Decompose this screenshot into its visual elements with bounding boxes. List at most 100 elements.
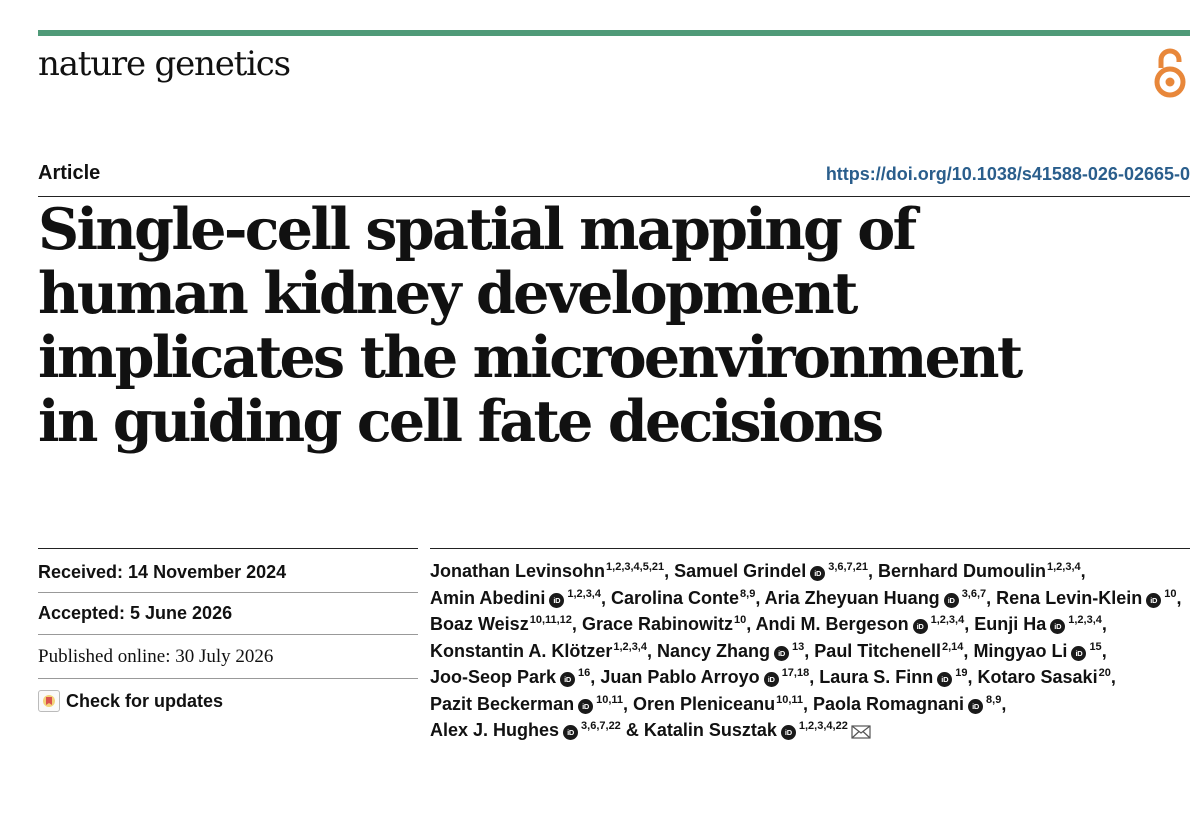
open-access-icon (1154, 48, 1186, 98)
check-updates-label: Check for updates (66, 690, 224, 711)
affiliation-numbers[interactable]: 19 (955, 667, 968, 679)
affiliation-numbers[interactable]: 1,2,3,4,22 (798, 720, 848, 732)
author-name-text: Oren Pleniceanu (633, 693, 776, 714)
affiliation-numbers[interactable]: 13 (792, 640, 805, 653)
journal-color-bar (38, 30, 1190, 36)
orcid-icon[interactable]: iD (560, 672, 576, 687)
orcid-icon[interactable]: iD (937, 672, 953, 687)
author-name-text: Rena Levin-Klein (996, 587, 1143, 608)
check-for-updates-button[interactable]: Check for updates (38, 690, 223, 712)
affiliation-numbers[interactable]: 10,11,12 (529, 614, 572, 626)
author-name[interactable]: Bernhard Dumoulin1,2,3,4 (878, 561, 1081, 581)
author-name[interactable]: Samuel Grindel iD3,6,7,21 (674, 561, 868, 581)
author-name[interactable]: Nancy Zhang iD13 (657, 641, 804, 661)
orcid-icon[interactable]: iD (563, 725, 579, 740)
author-name[interactable]: Andi M. Bergeson iD1,2,3,4 (755, 614, 965, 634)
author-name-text: Boaz Weisz (430, 614, 529, 634)
author-name[interactable]: Eunji Ha iD1,2,3,4 (974, 614, 1102, 634)
author-separator: , (1001, 693, 1007, 714)
author-separator: , (967, 667, 978, 687)
author-name[interactable]: Amin Abedini iD1,2,3,4 (430, 588, 601, 608)
orcid-icon[interactable]: iD (763, 672, 779, 687)
author-name[interactable]: Jonathan Levinsohn1,2,3,4,5,21 (430, 561, 664, 581)
orcid-icon[interactable]: iD (912, 619, 928, 634)
affiliation-numbers[interactable]: 8,9 (740, 587, 756, 600)
affiliation-numbers[interactable]: 17,18 (781, 667, 810, 679)
author-name[interactable]: Laura S. Finn iD19 (819, 667, 968, 687)
doi-link[interactable]: https://doi.org/10.1038/s41588-026-02665… (825, 164, 1190, 184)
author-name-text: Aria Zheyuan Huang (764, 587, 940, 608)
orcid-icon[interactable]: iD (943, 592, 959, 608)
author-name[interactable]: Katalin Susztak iD1,2,3,4,22 (644, 720, 871, 740)
email-icon[interactable] (851, 725, 871, 739)
affiliation-numbers[interactable]: 1,2,3,4 (567, 587, 601, 600)
author-separator: , (1080, 561, 1086, 581)
authors-divider (430, 548, 1190, 549)
author-name[interactable]: Grace Rabinowitz10 (582, 614, 746, 634)
author-name[interactable]: Konstantin A. Klötzer1,2,3,4 (430, 641, 647, 661)
author-separator: , (1110, 667, 1116, 687)
author-name[interactable]: Mingyao Li iD15 (973, 640, 1102, 661)
affiliation-numbers[interactable]: 20 (1098, 667, 1111, 679)
affiliation-numbers[interactable]: 15 (1089, 640, 1102, 653)
published-date: Published online: 30 July 2026 (38, 646, 274, 667)
orcid-icon[interactable]: iD (549, 592, 565, 608)
affiliation-numbers[interactable]: 10 (1164, 587, 1177, 600)
author-name-text: Laura S. Finn (819, 667, 934, 687)
affiliation-numbers[interactable]: 3,6,7,21 (828, 561, 868, 573)
author-name-text: Samuel Grindel (674, 561, 807, 581)
orcid-icon[interactable]: iD (774, 645, 790, 661)
orcid-icon[interactable]: iD (1146, 592, 1162, 608)
author-name[interactable]: Juan Pablo Arroyo iD17,18 (600, 667, 809, 687)
orcid-icon[interactable]: iD (968, 698, 984, 714)
author-name[interactable]: Rena Levin-Klein iD10 (996, 588, 1176, 608)
author-name-text: Katalin Susztak (643, 720, 777, 740)
affiliation-numbers[interactable]: 16 (578, 667, 591, 679)
affiliation-numbers[interactable]: 8,9 (986, 693, 1002, 706)
author-name-text: Amin Abedini (430, 587, 546, 608)
affiliation-numbers[interactable]: 1,2,3,4 (1047, 561, 1081, 573)
author-separator: , (867, 561, 878, 581)
author-name[interactable]: Paul Titchenell2,14 (814, 641, 963, 661)
author-name[interactable]: Kotaro Sasaki20 (978, 667, 1111, 687)
author-separator: , (623, 693, 634, 714)
author-name-text: Andi M. Bergeson (755, 614, 909, 634)
affiliation-numbers[interactable]: 1,2,3,4 (613, 640, 647, 653)
author-name-text: Jonathan Levinsohn (430, 561, 606, 581)
affiliation-numbers[interactable]: 10,11 (776, 693, 803, 706)
orcid-icon[interactable]: iD (1071, 645, 1087, 661)
affiliation-numbers[interactable]: 1,2,3,4 (1068, 614, 1102, 626)
orcid-icon[interactable]: iD (1050, 619, 1066, 634)
affiliation-numbers[interactable]: 1,2,3,4 (930, 614, 965, 626)
affiliation-numbers[interactable]: 1,2,3,4,5,21 (606, 561, 665, 573)
affiliation-numbers[interactable]: 10 (733, 614, 747, 626)
author-separator: , (590, 667, 601, 687)
author-name[interactable]: Alex J. Hughes iD3,6,7,22 (430, 720, 621, 740)
orcid-icon[interactable]: iD (780, 725, 796, 740)
author-name[interactable]: Carolina Conte8,9 (611, 588, 755, 608)
meta-divider (38, 548, 418, 549)
author-name[interactable]: Pazit Beckerman iD10,11 (430, 694, 623, 714)
author-name-text: Grace Rabinowitz (581, 614, 733, 634)
affiliation-numbers[interactable]: 10,11 (596, 693, 623, 706)
author-name[interactable]: Joo-Seop Park iD16 (430, 667, 590, 687)
author-name[interactable]: Paola Romagnani iD8,9 (813, 694, 1001, 714)
affiliation-numbers[interactable]: 3,6,7,22 (581, 720, 621, 732)
author-name[interactable]: Aria Zheyuan Huang iD3,6,7 (764, 587, 987, 608)
article-type: Article (38, 162, 101, 184)
author-separator: , (803, 693, 814, 714)
received-date: Received: 14 November 2024 (38, 562, 287, 582)
orcid-icon[interactable]: iD (810, 566, 826, 581)
author-separator: , (646, 640, 657, 661)
orcid-icon[interactable]: iD (578, 698, 594, 714)
author-name[interactable]: Oren Pleniceanu10,11 (633, 694, 803, 714)
meta-row-divider (38, 678, 418, 679)
meta-row-divider (38, 634, 418, 635)
author-name[interactable]: Boaz Weisz10,11,12 (430, 614, 572, 634)
affiliation-numbers[interactable]: 3,6,7 (961, 587, 987, 600)
author-separator: , (1101, 614, 1107, 634)
author-name-text: Joo-Seop Park (430, 667, 557, 687)
affiliation-numbers[interactable]: 2,14 (942, 640, 964, 653)
journal-name: nature genetics (38, 44, 291, 84)
accepted-date: Accepted: 5 June 2026 (38, 603, 233, 623)
